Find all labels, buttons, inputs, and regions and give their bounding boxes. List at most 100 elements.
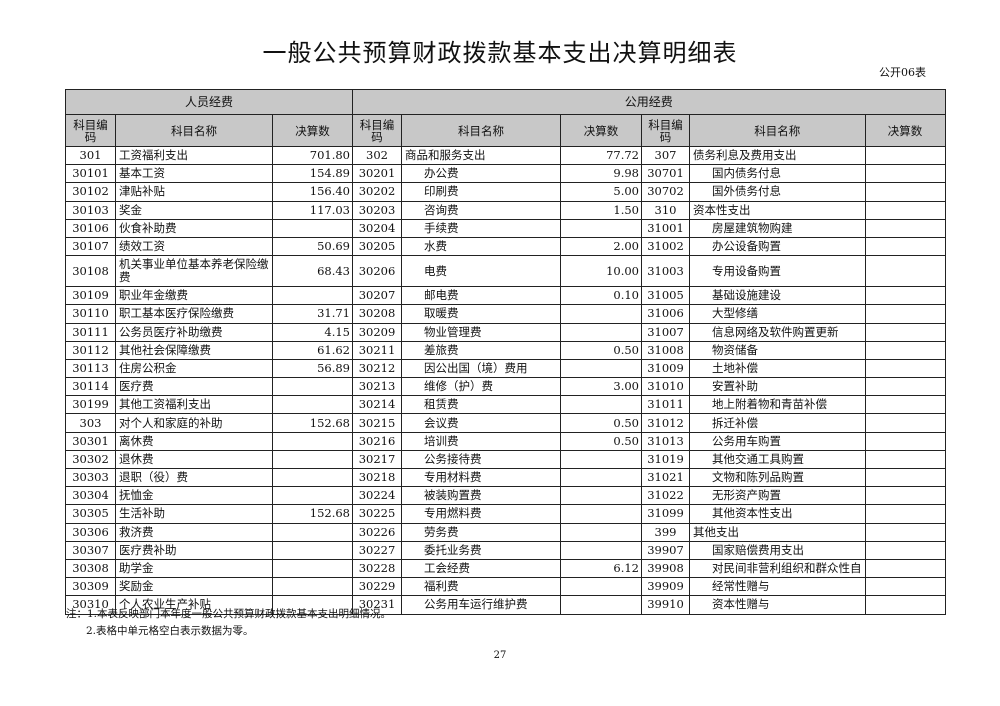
cell-amount — [864, 255, 946, 288]
cell-name: 医疗费 — [115, 377, 273, 397]
cell-code: 39909 — [641, 577, 690, 597]
cell-code: 30309 — [65, 577, 116, 597]
cell-amount: 117.03 — [272, 200, 353, 220]
cell-name: 房屋建筑物购建 — [689, 218, 866, 238]
cell-name: 抚恤金 — [115, 486, 273, 506]
cell-amount — [560, 449, 642, 470]
table-row: 30303 退职（役）费 30218 专用材料费 31021 文物和陈列品购置 — [65, 467, 946, 488]
cell-code: 30201 — [352, 164, 402, 184]
cell-amount — [864, 540, 946, 560]
cell-amount: 61.62 — [272, 340, 353, 360]
cell-code: 303 — [65, 413, 116, 433]
cell-amount: 9.98 — [560, 164, 642, 184]
cell-amount — [560, 358, 642, 379]
cell-code: 30224 — [352, 486, 402, 506]
cell-amount — [272, 377, 353, 397]
cell-amount — [864, 236, 946, 257]
cell-amount: 152.68 — [272, 504, 353, 524]
table-number: 公开06表 — [879, 66, 926, 79]
cell-name: 因公出国（境）费用 — [401, 358, 561, 379]
cell-name: 维修（护）费 — [401, 377, 561, 397]
cell-code: 30109 — [65, 286, 116, 306]
header-code: 科目编码 — [641, 114, 690, 147]
page-title: 一般公共预算财政拨款基本支出决算明细表 — [262, 39, 738, 67]
cell-code: 39907 — [641, 540, 690, 560]
cell-amount — [560, 218, 642, 238]
cell-amount — [560, 486, 642, 506]
cell-amount — [272, 486, 353, 506]
cell-code: 39908 — [641, 558, 690, 579]
cell-code: 30229 — [352, 577, 402, 597]
cell-name: 退职（役）费 — [115, 467, 273, 488]
cell-amount: 0.10 — [560, 286, 642, 306]
cell-amount: 6.12 — [560, 558, 642, 579]
cell-name: 大型修缮 — [689, 304, 866, 324]
cell-name: 办公费 — [401, 164, 561, 184]
cell-code: 31019 — [641, 449, 690, 470]
cell-amount — [864, 577, 946, 597]
cell-code: 399 — [641, 522, 690, 542]
cell-amount — [272, 467, 353, 488]
cell-name: 专用燃料费 — [401, 504, 561, 524]
cell-code: 31011 — [641, 395, 690, 415]
cell-code: 30216 — [352, 431, 402, 451]
table-row: 301 工资福利支出 701.80 302 商品和服务支出 77.72 307 债务利息及费用… — [65, 145, 946, 166]
cell-code: 301 — [65, 145, 116, 166]
cell-amount — [560, 522, 642, 542]
cell-code: 31099 — [641, 504, 690, 524]
cell-code: 30111 — [65, 322, 116, 342]
note-1: 注：1.本表反映部门本年度一般公共预算财政拨款基本支出明细情况。 — [66, 608, 392, 620]
cell-amount — [864, 145, 946, 166]
cell-amount: 0.50 — [560, 431, 642, 451]
header-name: 科目名称 — [689, 114, 866, 147]
cell-name: 绩效工资 — [115, 236, 273, 257]
cell-amount — [560, 540, 642, 560]
cell-amount: 2.00 — [560, 236, 642, 257]
cell-code: 31006 — [641, 304, 690, 324]
cell-name: 物资储备 — [689, 340, 866, 360]
cell-name: 福利费 — [401, 577, 561, 597]
cell-code: 30204 — [352, 218, 402, 238]
table-row: 30307 医疗费补助 30227 委托业务费 39907 国家赔偿费用支出 — [65, 540, 946, 560]
cell-code: 30215 — [352, 413, 402, 433]
cell-name: 地上附着物和青苗补偿 — [689, 395, 866, 415]
cell-code: 30217 — [352, 449, 402, 470]
cell-name: 商品和服务支出 — [401, 145, 561, 166]
table-row: 30111 公务员医疗补助缴费 4.15 30209 物业管理费 31007 信息网络及软件… — [65, 322, 946, 342]
cell-name: 拆迁补偿 — [689, 413, 866, 433]
cell-amount: 3.00 — [560, 377, 642, 397]
cell-amount — [864, 413, 946, 433]
cell-code: 30114 — [65, 377, 116, 397]
cell-name: 医疗费补助 — [115, 540, 273, 560]
cell-name: 机关事业单位基本养老保险缴费 — [115, 255, 273, 288]
cell-amount: 31.71 — [272, 304, 353, 324]
cell-name: 其他支出 — [689, 522, 866, 542]
cell-name: 国内债务付息 — [689, 164, 866, 184]
note-2: 2.表格中单元格空白表示数据为零。 — [86, 625, 254, 637]
cell-code: 31010 — [641, 377, 690, 397]
cell-name: 水费 — [401, 236, 561, 257]
cell-name: 其他社会保障缴费 — [115, 340, 273, 360]
cell-amount — [864, 431, 946, 451]
cell-name: 专用设备购置 — [689, 255, 866, 288]
cell-name: 委托业务费 — [401, 540, 561, 560]
cell-code: 30701 — [641, 164, 690, 184]
cell-code: 30202 — [352, 182, 402, 202]
cell-amount: 10.00 — [560, 255, 642, 288]
cell-code: 30206 — [352, 255, 402, 288]
header-amount: 决算数 — [560, 114, 642, 147]
cell-code: 30103 — [65, 200, 116, 220]
group-public: 公用经费 — [352, 89, 946, 115]
expenditure-table: 人员经费 公用经费 科目编码 科目名称 决算数 科目编码 科目名称 决算数 科目编码 科目名称… — [65, 89, 946, 615]
cell-amount: 1.50 — [560, 200, 642, 220]
cell-code: 302 — [352, 145, 402, 166]
cell-code: 30228 — [352, 558, 402, 579]
cell-name: 租赁费 — [401, 395, 561, 415]
cell-name: 办公设备购置 — [689, 236, 866, 257]
cell-code: 31013 — [641, 431, 690, 451]
cell-code: 30301 — [65, 431, 116, 451]
cell-name: 土地补偿 — [689, 358, 866, 379]
cell-amount — [560, 504, 642, 524]
cell-code: 30306 — [65, 522, 116, 542]
cell-amount: 0.50 — [560, 413, 642, 433]
